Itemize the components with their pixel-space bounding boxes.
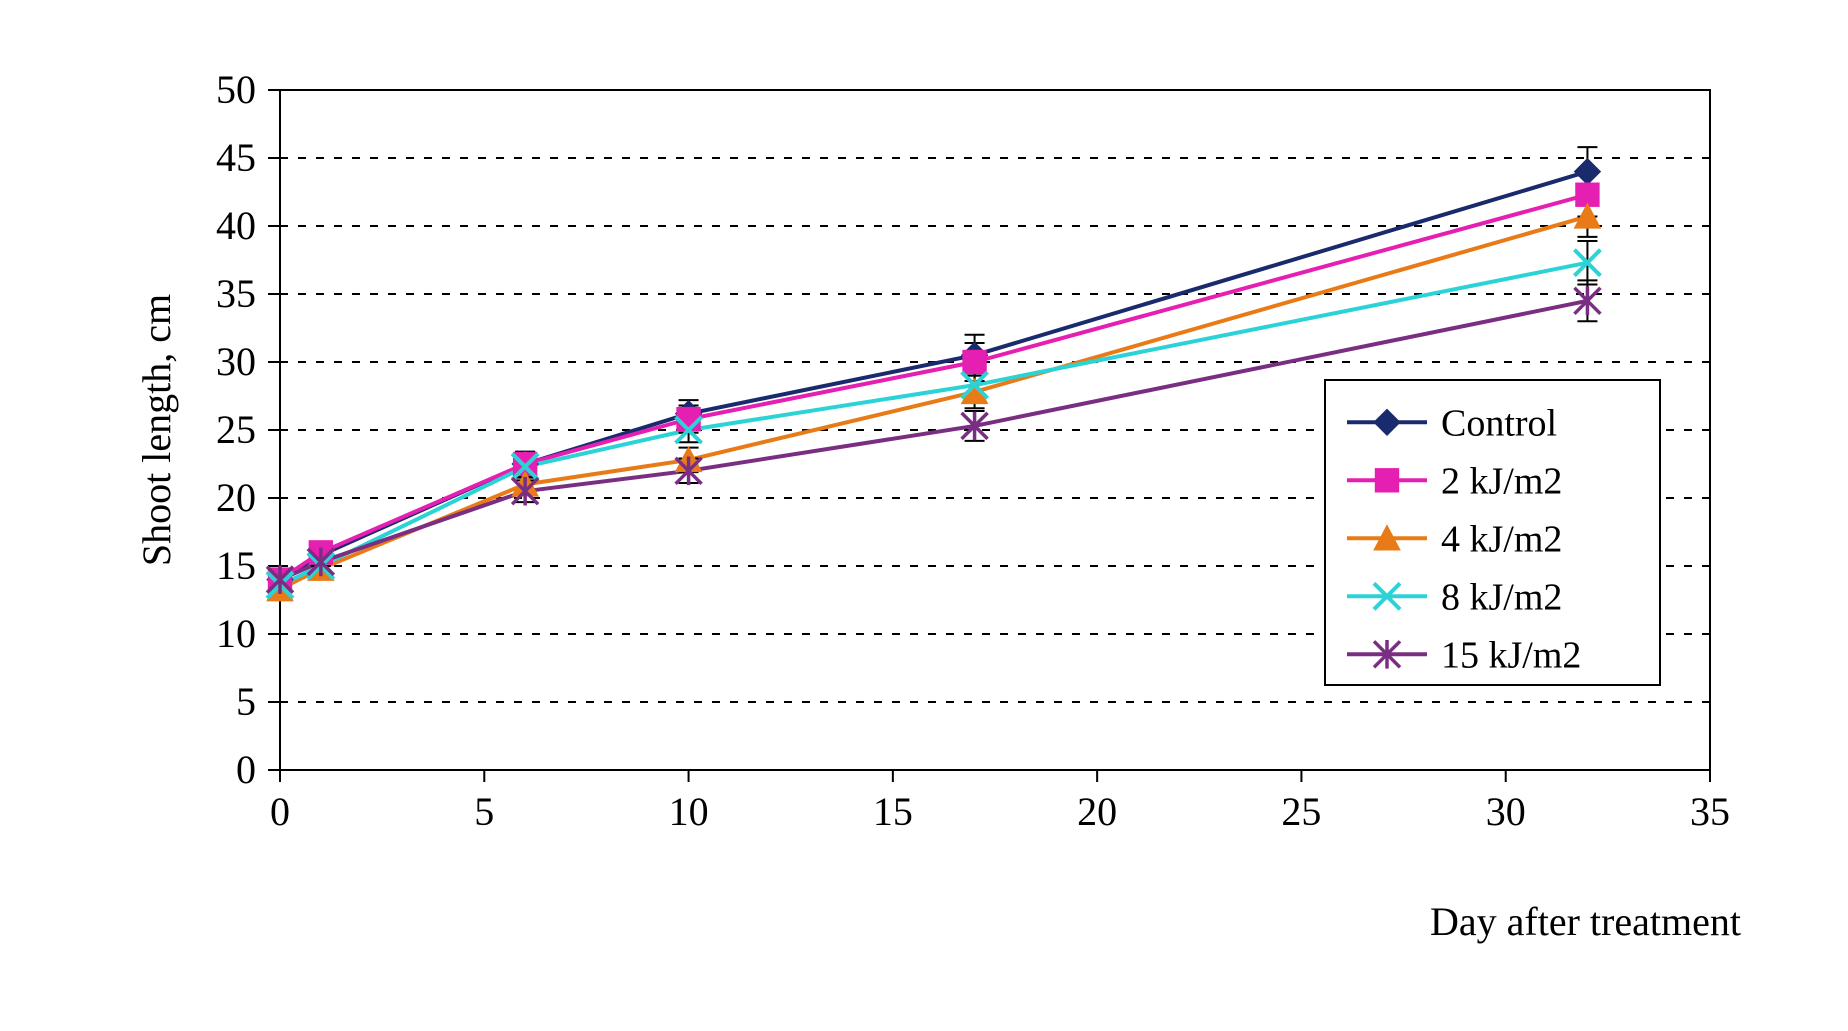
svg-text:35: 35 xyxy=(1690,789,1730,834)
svg-text:25: 25 xyxy=(1281,789,1321,834)
line-chart: 0 5 10 15 20 25 30 35 0 5 10 15 20 25 30 35 40 45 50 Day af… xyxy=(0,0,1848,1031)
y-axis-label: Shoot length, cm xyxy=(134,294,179,566)
legend-label: 2 kJ/m2 xyxy=(1441,460,1562,502)
legend-label: 8 kJ/m2 xyxy=(1441,576,1562,618)
svg-text:0: 0 xyxy=(270,789,290,834)
svg-text:25: 25 xyxy=(216,407,256,452)
svg-text:10: 10 xyxy=(669,789,709,834)
svg-text:10: 10 xyxy=(216,611,256,656)
chart-container: 0 5 10 15 20 25 30 35 0 5 10 15 20 25 30 35 40 45 50 Day af… xyxy=(0,0,1848,1031)
legend: Control 2 kJ/m2 4 kJ/m2 8 kJ/m2 15 kJ/m2 xyxy=(1325,380,1660,685)
svg-text:30: 30 xyxy=(216,339,256,384)
svg-text:5: 5 xyxy=(236,679,256,724)
svg-text:30: 30 xyxy=(1486,789,1526,834)
legend-label: Control xyxy=(1441,402,1557,444)
svg-text:20: 20 xyxy=(216,475,256,520)
svg-text:15: 15 xyxy=(216,543,256,588)
svg-text:45: 45 xyxy=(216,135,256,180)
svg-text:20: 20 xyxy=(1077,789,1117,834)
legend-label: 15 kJ/m2 xyxy=(1441,634,1581,676)
svg-text:0: 0 xyxy=(236,747,256,792)
legend-label: 4 kJ/m2 xyxy=(1441,518,1562,560)
x-axis-label: Day after treatment xyxy=(1430,899,1741,944)
svg-text:15: 15 xyxy=(873,789,913,834)
svg-text:35: 35 xyxy=(216,271,256,316)
svg-text:40: 40 xyxy=(216,203,256,248)
svg-text:50: 50 xyxy=(216,67,256,112)
svg-text:5: 5 xyxy=(474,789,494,834)
